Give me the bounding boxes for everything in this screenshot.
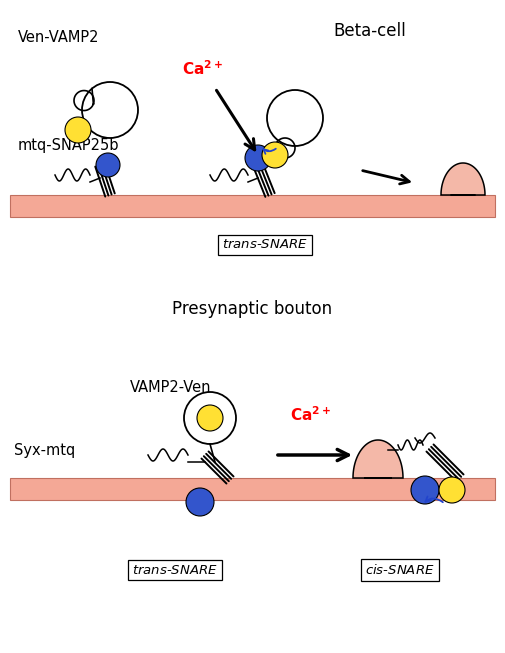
Text: Ven-VAMP2: Ven-VAMP2	[18, 30, 99, 45]
Circle shape	[65, 117, 91, 143]
Circle shape	[197, 405, 223, 431]
Circle shape	[96, 153, 120, 177]
Bar	[10, 478, 495, 500]
Text: $\it{trans}$-SNARE: $\it{trans}$-SNARE	[222, 238, 308, 251]
Text: $\it{cis}$-SNARE: $\it{cis}$-SNARE	[365, 563, 435, 577]
Circle shape	[262, 142, 288, 168]
Text: Syx-mtq: Syx-mtq	[14, 443, 75, 458]
Text: VAMP2-Ven: VAMP2-Ven	[130, 380, 212, 395]
Circle shape	[184, 392, 236, 444]
Polygon shape	[441, 163, 485, 195]
Polygon shape	[353, 440, 403, 478]
Text: $\it{trans}$-SNARE: $\it{trans}$-SNARE	[132, 564, 218, 577]
Text: mtq-SNAP25b: mtq-SNAP25b	[18, 138, 120, 153]
Circle shape	[411, 476, 439, 504]
Circle shape	[267, 90, 323, 146]
Bar	[10, 195, 495, 217]
Circle shape	[245, 145, 271, 171]
Text: Beta-cell: Beta-cell	[334, 22, 407, 40]
Text: $\mathbf{Ca^{2+}}$: $\mathbf{Ca^{2+}}$	[289, 406, 330, 424]
Circle shape	[186, 488, 214, 516]
Text: $\mathbf{Ca^{2+}}$: $\mathbf{Ca^{2+}}$	[182, 59, 222, 78]
Circle shape	[439, 477, 465, 503]
Circle shape	[82, 82, 138, 138]
Text: Presynaptic bouton: Presynaptic bouton	[172, 300, 332, 318]
